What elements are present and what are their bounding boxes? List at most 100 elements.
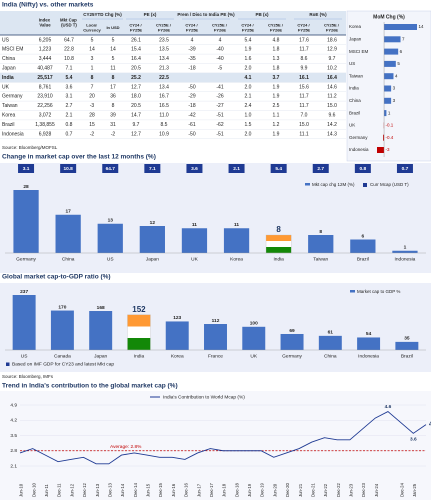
mcap-box bbox=[144, 164, 161, 173]
table-cell: 25.2 bbox=[131, 75, 141, 81]
table-cell: 18.0 bbox=[131, 94, 141, 100]
mcap-label: 10.8 bbox=[63, 166, 73, 172]
value-label: 17 bbox=[65, 209, 71, 215]
table-cell: 2.0 bbox=[245, 131, 252, 137]
value-label: 69 bbox=[289, 328, 295, 334]
value-label: 168 bbox=[97, 305, 105, 311]
bar bbox=[50, 310, 74, 350]
chart-title: Global market cap-to-GDP ratio (%) bbox=[2, 274, 111, 281]
table-cell: 17.6 bbox=[299, 37, 309, 43]
table-cell: 23,910 bbox=[37, 94, 53, 100]
table-cell: -27 bbox=[216, 103, 223, 109]
value-label: 7 bbox=[402, 36, 405, 41]
table-cell: 3.6 bbox=[66, 84, 73, 90]
category-label: Indonesia bbox=[395, 256, 416, 262]
bar bbox=[392, 250, 418, 253]
mcap-box bbox=[270, 164, 287, 173]
category-label: China bbox=[349, 98, 361, 103]
table-cell: 17 bbox=[110, 84, 116, 90]
table-cell: 22,256 bbox=[37, 103, 53, 109]
column-group-header: RoE (%) bbox=[309, 12, 327, 17]
x-tick-label: Jun-22 bbox=[323, 483, 328, 497]
table-cell: 8.5 bbox=[161, 122, 168, 128]
table-cell: 1.1 bbox=[273, 113, 280, 119]
bar bbox=[384, 24, 417, 30]
table-cell: 1.8 bbox=[273, 47, 280, 53]
value-label: 12 bbox=[150, 220, 156, 226]
table-cell: 5 bbox=[112, 56, 115, 62]
column-header: CY25E / FY26E bbox=[212, 23, 228, 33]
table-cell: 1 bbox=[91, 66, 94, 72]
category-label: Brazil bbox=[357, 256, 369, 262]
value-label: 100 bbox=[250, 321, 258, 327]
bar bbox=[384, 36, 401, 43]
category-label: UK bbox=[191, 256, 198, 262]
value-label: 112 bbox=[212, 318, 220, 324]
category-label: Japan bbox=[94, 353, 107, 359]
column-header: CY24 / FY25E bbox=[241, 23, 254, 33]
value-label: 13 bbox=[108, 218, 114, 224]
mcap-box bbox=[18, 164, 35, 173]
row-label: Taiwan bbox=[2, 103, 18, 109]
value-label: 35 bbox=[404, 336, 410, 342]
table-cell: 4 bbox=[191, 37, 194, 43]
table-cell: 1.2 bbox=[273, 122, 280, 128]
x-tick-label: Dec-15 bbox=[158, 483, 163, 497]
legend-swatch bbox=[305, 183, 310, 186]
x-tick-label: Jun-19 bbox=[247, 483, 252, 497]
bar bbox=[139, 226, 165, 253]
table-cell: 14.3 bbox=[327, 131, 337, 137]
y-tick-label: 4.9 bbox=[10, 402, 17, 408]
table-cell: 6,205 bbox=[39, 37, 52, 43]
table-cell: 22.8 bbox=[64, 47, 74, 53]
table-cell: 20.5 bbox=[131, 66, 141, 72]
column-header: CY25E / FY26E bbox=[268, 23, 284, 33]
category-label: US bbox=[107, 256, 114, 262]
table-cell: 5.4 bbox=[245, 37, 252, 43]
table-cell: -2 bbox=[111, 131, 116, 137]
row-label: US bbox=[2, 37, 10, 43]
x-tick-label: Dec-16 bbox=[184, 483, 189, 497]
value-label: 8 bbox=[276, 225, 281, 234]
table-cell: 5.4 bbox=[66, 75, 73, 81]
page-title: India (Nifty) vs. other markets bbox=[2, 2, 94, 9]
row-label: Brazil bbox=[2, 122, 15, 128]
table-cell: 3,444 bbox=[39, 56, 52, 62]
table-cell: 31 bbox=[110, 122, 116, 128]
value-label: 8 bbox=[319, 229, 322, 235]
bar bbox=[384, 97, 392, 104]
series-line bbox=[19, 411, 427, 465]
bar bbox=[395, 341, 419, 350]
table-cell: 13.4 bbox=[159, 56, 169, 62]
bar bbox=[357, 337, 381, 350]
table-cell: 15.0 bbox=[299, 122, 309, 128]
mcap-box bbox=[186, 164, 203, 173]
table-cell: 8 bbox=[112, 103, 115, 109]
y-tick-label: 4.2 bbox=[10, 418, 17, 424]
mcap-box bbox=[396, 164, 413, 173]
category-label: Canada bbox=[54, 353, 71, 359]
category-label: Germany bbox=[282, 353, 302, 359]
bar bbox=[55, 214, 81, 253]
table-cell: 4.1 bbox=[245, 75, 252, 81]
table-cell: -61 bbox=[188, 122, 195, 128]
bar bbox=[13, 190, 39, 253]
category-label: Germany bbox=[16, 256, 36, 262]
table-cell: 6,928 bbox=[39, 131, 52, 137]
value-label: -0.1 bbox=[386, 123, 394, 128]
mcap-box bbox=[102, 164, 119, 173]
table-cell: 3.7 bbox=[273, 75, 280, 81]
category-label: MSCI EM bbox=[349, 49, 369, 54]
table-cell: 10.2 bbox=[327, 66, 337, 72]
mcap-label: 5.4 bbox=[275, 166, 282, 172]
table-header-bg bbox=[0, 11, 346, 35]
table-cell: 11.7 bbox=[299, 47, 309, 53]
note: Based on IMF GDP for CY23 and latest Mkt… bbox=[12, 362, 114, 368]
bar bbox=[377, 147, 385, 153]
mcap-label: 0.8 bbox=[360, 166, 367, 172]
x-tick-label: Dec-13 bbox=[107, 483, 112, 497]
row-label: India bbox=[2, 75, 14, 81]
column-header: In USD bbox=[106, 25, 119, 30]
table-cell: -40 bbox=[216, 56, 223, 62]
